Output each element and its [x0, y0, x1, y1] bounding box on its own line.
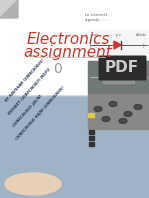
Ellipse shape — [109, 102, 117, 107]
Bar — [0, 95, 149, 198]
Polygon shape — [0, 0, 18, 18]
Bar — [88, 94, 149, 129]
Polygon shape — [0, 0, 18, 18]
Bar — [88, 30, 149, 60]
Text: 0: 0 — [53, 62, 61, 76]
Text: signals......: signals...... — [85, 18, 108, 22]
Bar — [0, 0, 149, 95]
Ellipse shape — [102, 116, 110, 122]
FancyBboxPatch shape — [98, 55, 146, 81]
Ellipse shape — [124, 111, 132, 116]
Text: PDF: PDF — [105, 61, 139, 75]
Text: p  n: p n — [116, 33, 121, 37]
Text: to convert: to convert — [85, 13, 107, 17]
Bar — [88, 113, 94, 117]
Bar — [89, 142, 94, 146]
Text: Cathode: Cathode — [135, 33, 146, 37]
Text: BISHAKT (20BEC80007) MOTU: BISHAKT (20BEC80007) MOTU — [8, 68, 52, 116]
Text: BY RAUSHAN (20BEC80003): BY RAUSHAN (20BEC80003) — [5, 59, 45, 103]
Ellipse shape — [94, 107, 102, 111]
Text: Anode: Anode — [91, 33, 99, 37]
Bar — [88, 61, 149, 93]
Text: assignment: assignment — [24, 45, 112, 60]
Ellipse shape — [119, 118, 127, 124]
Text: (20BEC80004) RAJNI (20BEC80005): (20BEC80004) RAJNI (20BEC80005) — [15, 86, 65, 141]
Ellipse shape — [5, 173, 61, 195]
Text: Electronics: Electronics — [26, 32, 110, 48]
Polygon shape — [114, 41, 121, 49]
Bar — [89, 130, 94, 134]
Bar — [89, 136, 94, 140]
Text: (20BEC80002) JALINI: (20BEC80002) JALINI — [12, 94, 43, 128]
Ellipse shape — [134, 105, 142, 109]
